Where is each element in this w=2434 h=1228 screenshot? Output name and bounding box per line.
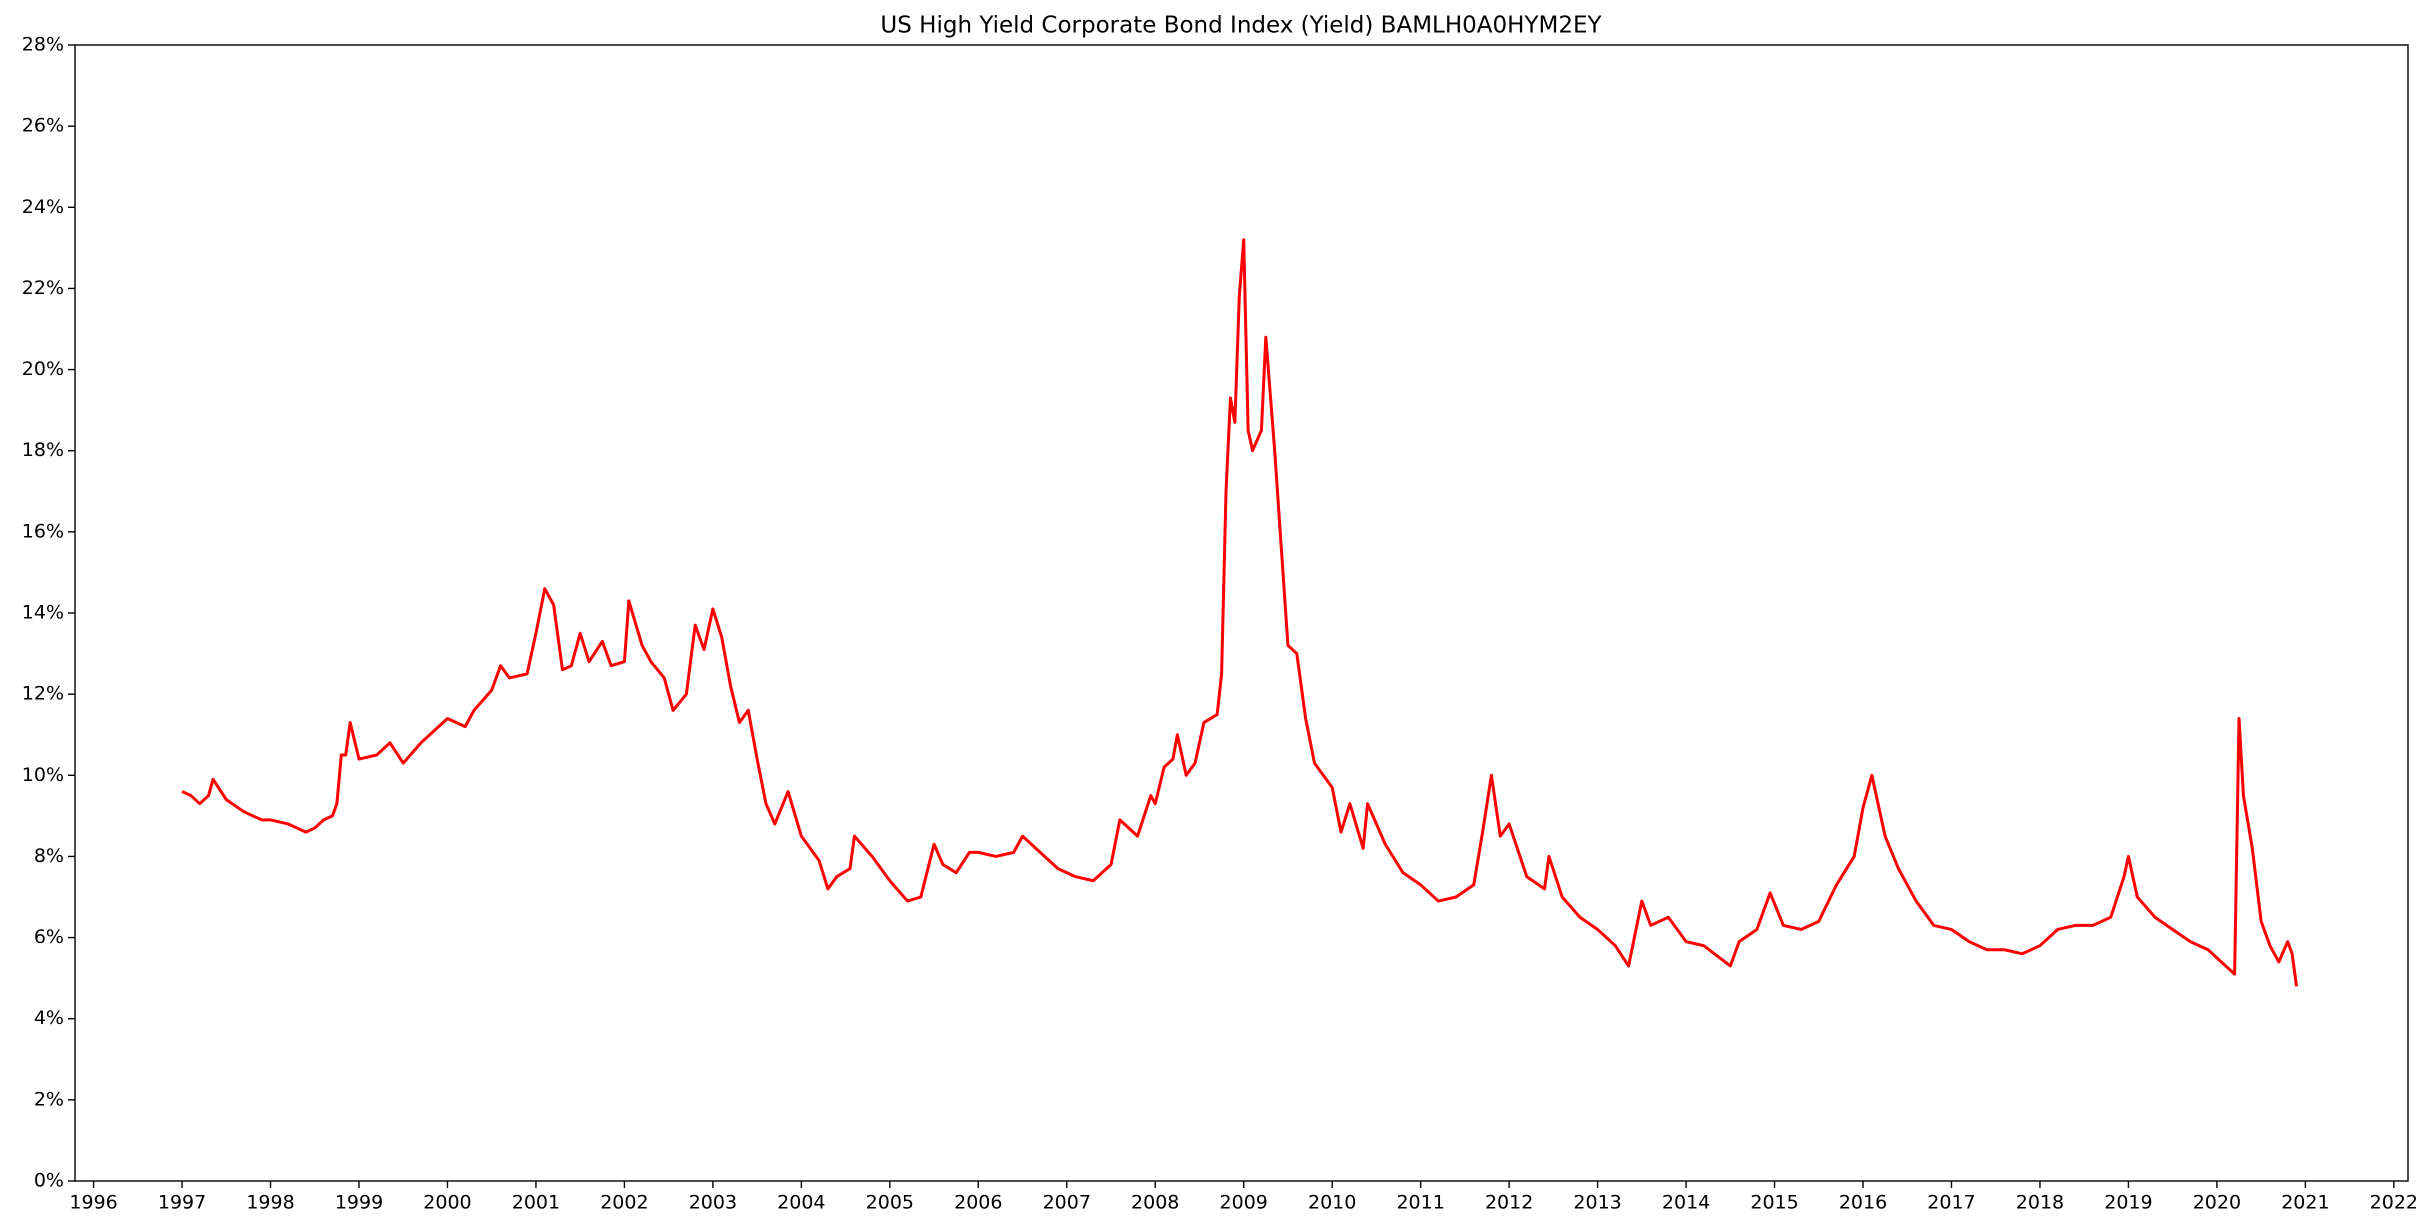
x-tick-label: 2012 bbox=[1485, 1192, 1533, 1214]
y-tick-label: 20% bbox=[22, 358, 64, 380]
y-tick-label: 2% bbox=[34, 1088, 64, 1110]
y-tick-label: 4% bbox=[34, 1007, 64, 1029]
x-tick-label: 2014 bbox=[1662, 1192, 1710, 1214]
x-tick-label: 2010 bbox=[1308, 1192, 1356, 1214]
x-tick-label: 1997 bbox=[158, 1192, 206, 1214]
x-tick-label: 2008 bbox=[1131, 1192, 1179, 1214]
chart-title: US High Yield Corporate Bond Index (Yiel… bbox=[880, 13, 1602, 39]
y-tick-label: 14% bbox=[22, 602, 64, 624]
x-tick-label: 2018 bbox=[2016, 1192, 2064, 1214]
x-tick-label: 2019 bbox=[2104, 1192, 2152, 1214]
x-tick-label: 2016 bbox=[1839, 1192, 1887, 1214]
y-tick-label: 8% bbox=[34, 845, 64, 867]
x-tick-label: 2004 bbox=[777, 1192, 825, 1214]
x-tick-label: 2020 bbox=[2193, 1192, 2241, 1214]
x-tick-label: 2002 bbox=[600, 1192, 648, 1214]
x-tick-label: 2017 bbox=[1927, 1192, 1975, 1214]
x-tick-label: 1999 bbox=[335, 1192, 383, 1214]
y-tick-label: 26% bbox=[22, 115, 64, 137]
y-tick-label: 0% bbox=[34, 1170, 64, 1192]
x-tick-label: 2015 bbox=[1750, 1192, 1798, 1214]
y-tick-label: 12% bbox=[22, 683, 64, 705]
y-tick-label: 22% bbox=[22, 277, 64, 299]
x-tick-label: 2005 bbox=[866, 1192, 914, 1214]
x-tick-label: 1998 bbox=[246, 1192, 294, 1214]
x-tick-label: 1996 bbox=[69, 1192, 117, 1214]
y-tick-label: 10% bbox=[22, 764, 64, 786]
x-tick-label: 2021 bbox=[2281, 1192, 2329, 1214]
x-tick-label: 2006 bbox=[954, 1192, 1002, 1214]
x-tick-label: 2003 bbox=[689, 1192, 737, 1214]
y-tick-label: 6% bbox=[34, 926, 64, 948]
x-tick-label: 2011 bbox=[1396, 1192, 1444, 1214]
series-line bbox=[181, 238, 2299, 987]
y-tick-label: 24% bbox=[22, 196, 64, 218]
x-tick-label: 2000 bbox=[423, 1192, 471, 1214]
x-tick-label: 2009 bbox=[1220, 1192, 1268, 1214]
y-tick-label: 16% bbox=[22, 520, 64, 542]
plot-frame bbox=[74, 44, 2409, 1182]
y-tick-label: 18% bbox=[22, 439, 64, 461]
x-tick-label: 2001 bbox=[512, 1192, 560, 1214]
x-tick-label: 2007 bbox=[1043, 1192, 1091, 1214]
y-tick-label: 28% bbox=[22, 34, 64, 56]
x-tick-label: 2022 bbox=[2370, 1192, 2418, 1214]
x-tick-label: 2013 bbox=[1573, 1192, 1621, 1214]
